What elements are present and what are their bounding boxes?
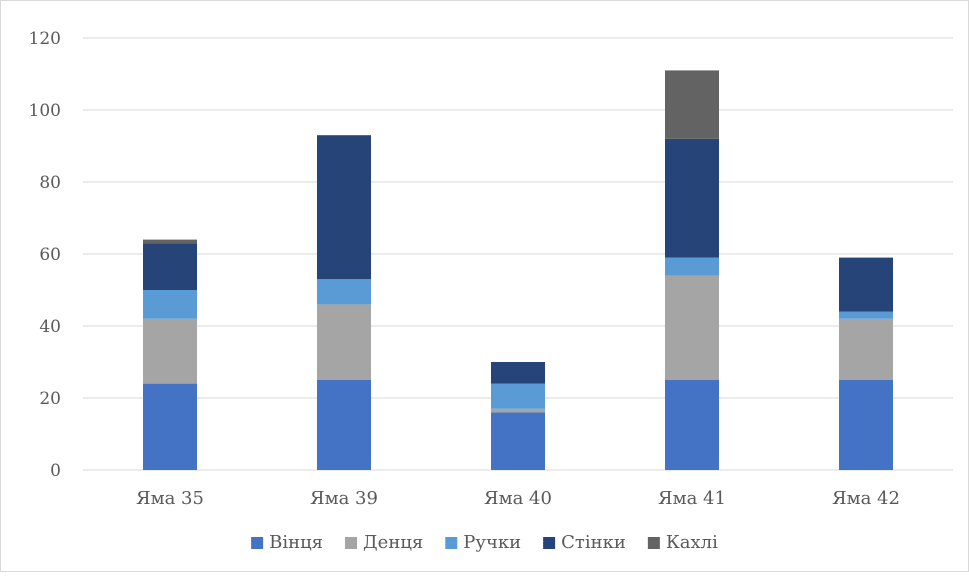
legend-item: Вінця <box>251 532 323 553</box>
bar-segment <box>665 275 719 380</box>
legend-swatch <box>345 537 358 549</box>
bar-segment <box>665 70 719 139</box>
legend-label: Кахлі <box>666 532 718 553</box>
bar-segment <box>665 138 719 258</box>
y-tick-label: 100 <box>29 101 61 121</box>
legend-swatch <box>251 537 264 549</box>
bar-segment <box>143 239 197 244</box>
bars <box>143 70 893 470</box>
legend-item: Ручки <box>445 532 521 553</box>
legend-label: Ручки <box>463 532 521 553</box>
bar-segment <box>317 380 371 470</box>
legend-label: Стінки <box>561 532 626 553</box>
bar-segment <box>491 412 545 470</box>
y-tick-label: 0 <box>50 461 61 481</box>
x-category-label: Яма 39 <box>310 488 378 509</box>
x-axis-labels: Яма 35 Яма 39 Яма 40 Яма 41 Яма 42 <box>136 488 900 509</box>
y-tick-label: 60 <box>39 245 61 265</box>
x-category-label: Яма 35 <box>136 488 204 509</box>
x-category-label: Яма 41 <box>658 488 726 509</box>
bar-segment <box>143 290 197 319</box>
bar-segment <box>839 380 893 470</box>
bar-segment <box>665 380 719 470</box>
bar-segment <box>491 408 545 413</box>
legend-item: Стінки <box>543 532 626 553</box>
y-tick-label: 20 <box>39 389 61 409</box>
bar-segment <box>665 257 719 276</box>
bar-segment <box>317 135 371 280</box>
bar-segment <box>143 318 197 384</box>
bar-segment <box>839 311 893 319</box>
x-category-label: Яма 40 <box>484 488 552 509</box>
bar-segment <box>317 279 371 305</box>
y-tick-label: 40 <box>39 317 61 337</box>
legend: Вінця Денця Ручки Стінки Кахлі <box>251 532 718 553</box>
y-tick-label: 80 <box>39 173 61 193</box>
legend-item: Кахлі <box>647 532 718 553</box>
gridlines <box>83 37 953 471</box>
legend-label: Вінця <box>269 532 323 553</box>
x-category-label: Яма 42 <box>832 488 900 509</box>
bar-segment <box>839 318 893 380</box>
bar-segment <box>317 304 371 380</box>
legend-swatch <box>647 537 660 549</box>
bar-segment <box>491 383 545 409</box>
bar-segment <box>839 257 893 312</box>
legend-label: Денця <box>363 532 423 553</box>
y-tick-label: 120 <box>29 29 61 49</box>
legend-swatch <box>543 537 556 549</box>
bar-segment <box>491 362 545 384</box>
y-axis-ticks: 0 20 40 60 80 100 120 <box>29 29 61 481</box>
legend-item: Денця <box>345 532 423 553</box>
bar-segment <box>143 243 197 290</box>
legend-swatch <box>445 537 458 549</box>
bar-segment <box>143 383 197 470</box>
